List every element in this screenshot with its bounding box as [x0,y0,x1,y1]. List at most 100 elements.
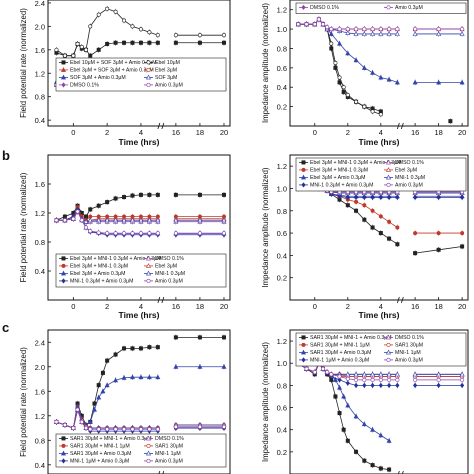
x-tick-label: 16 [172,128,180,137]
point-amio-0-3um [130,231,135,236]
point-amio-0-3um [387,27,392,32]
point-amio-0-3um [329,27,334,32]
point-ebel-10um [130,24,135,29]
point-amio-0-3um [325,370,330,375]
legend-marker [301,342,306,347]
point-mni-1-0-3um [138,217,144,223]
y-tick-label: 0.8 [277,381,287,390]
point-amio-0-3um [436,377,441,382]
point-sar1-30um-mni-1-amio-0-3um [105,358,110,363]
series-line-sar1-30um-mni-1-1um [56,405,158,429]
y-tick-label: 1.6 [35,387,45,396]
point-amio-0-3um [378,377,383,382]
x-axis-label: Time (hrs) [119,310,160,320]
legend: SAR1 30μM + MNI-1 + Amio 0.3μM DMSO 0.1% S… [55,433,227,468]
point-sar1-30um-mni-1-amio-0-3um [221,335,226,340]
point-sof-3um-amio-0-3um [345,50,351,56]
legend-marker [146,443,151,448]
panel-b-letter: b [2,148,10,163]
point-ebel-3um-mni-1-0-3um [370,208,375,213]
point-mni-1-0-3um-amio-0-3um [413,194,418,200]
point-mni-1-0-3um [113,217,119,223]
point-sar1-30um-amio-0-3um [361,421,367,427]
legend-entry: DMSO 0.1% [310,5,339,11]
point-mni-1-1um-amio-0-3um [436,382,441,388]
point-sof-3um-amio-0-3um [328,31,334,36]
x-axis-label: Time (hrs) [359,137,400,147]
legend-entry: Ebel 3μM [395,168,417,174]
legend-marker [386,357,391,362]
point-mni-1-1um [386,371,392,377]
x-tick-label: 18 [196,128,204,137]
point-ebel-3um-mni-1-0-3um-amio-0-3um [460,244,465,249]
point-ebel-10um-sof-3um-amio-0-3um [122,40,127,45]
point-sar1-30um-amio-0-3um [91,406,97,412]
axis-break-mark [162,470,165,474]
legend-entry: MNI-1 0.3μM + Amio 0.3μM [70,279,134,285]
legend-marker [61,458,66,464]
point-sof-3um-amio-0-3um [353,57,359,63]
panel-c-letter: c [2,320,9,335]
point-ebel-3um-mni-1-0-3um-amio-0-3um [155,192,160,197]
point-ebel-10um [88,24,93,29]
point-amio-0-3um [84,225,89,230]
point-amio-0-3um [436,27,441,32]
point-sof-3um [412,31,418,36]
legend-entry: MNI-1 0.3μM [155,271,185,277]
legend-entry: Amio 0.3μM [155,279,183,285]
legend-marker [301,160,306,165]
legend-entry: Ebel 10μM + SOF 3μM + Amio 0.3μM [70,60,157,66]
point-amio-0-3um [460,377,465,382]
y-axis-label: Impedance amplitude (normalized) [261,342,270,462]
axis-break-mark [161,122,165,130]
point-sar1-30um-mni-1-amio-0-3um [138,346,143,351]
series-line-sar1-30um-mni-1-amio-0-3um [298,362,390,470]
legend-box [55,57,227,92]
legend-marker [61,263,66,268]
point-ebel-3um-mni-1-0-3um-amio-0-3um [413,251,418,256]
point-sar1-30um-mni-1-amio-0-3um [362,458,367,463]
legend-box [295,2,467,14]
x-tick-label: 18 [196,302,204,311]
point-mni-1-1um [412,371,418,377]
legend-marker [61,450,66,456]
point-sar1-30um-amio-0-3um [341,393,347,399]
point-mni-1-0-3um [83,218,89,224]
point-sar1-30um-mni-1-amio-0-3um [387,467,392,472]
chart-a-right: 0.2 0.4 0.6 0.8 1.0 1.2 0 2 4 16 18 20 Impedance amp… [261,0,469,147]
axis-break-mark [157,296,161,304]
point-ebel-3um-mni-1-0-3um-amio-0-3um [122,195,127,200]
legend-entry: SAR1 30μM + Amio 0.3μM [70,451,131,457]
point-sar1-30um-amio-0-3um [138,374,144,380]
point-mni-1-1um-amio-0-3um [337,377,342,383]
point-sof-3um [345,30,351,35]
point-sof-3um [353,31,359,36]
series-group [53,192,227,238]
point-mni-1-1um [378,371,384,377]
x-tick-label: 0 [313,128,317,137]
legend-marker [301,335,306,340]
point-amio-0-3um [460,27,465,32]
plot-frame [289,154,469,301]
point-mni-1-0-3um-amio-0-3um [378,194,383,200]
axis-break-mark [400,296,404,304]
axis-break-mark [396,122,400,130]
legend-marker [301,349,306,355]
point-sar1-30um-amio-0-3um [100,388,106,394]
legend-entry: SAR1 30μM [395,343,423,349]
point-mni-1-0-3um-amio-0-3um [337,193,342,199]
point-mni-1-0-3um-amio-0-3um [370,194,375,200]
y-tick-label: 1.0 [277,359,287,368]
point-ebel-10um-sof-3um-amio-0-3um [96,47,101,52]
point-ebel-10um [138,27,143,32]
point-mni-1-0-3um [87,217,93,223]
point-ebel-3um-mni-1-0-3um [413,231,418,236]
point-ebel-10um-sof-3um-amio-0-3um [448,119,453,124]
series-group [295,16,465,124]
point-sar1-30um-mni-1-amio-0-3um [100,370,105,375]
y-tick-label: 1.6 [35,180,45,189]
point-mni-1-0-3um [197,217,203,223]
y-tick-label: 0.8 [35,93,45,102]
point-ebel-3um-mni-1-0-3um-amio-0-3um [436,247,441,252]
point-ebel-10um-sof-3um-amio-0-3um [147,40,152,45]
